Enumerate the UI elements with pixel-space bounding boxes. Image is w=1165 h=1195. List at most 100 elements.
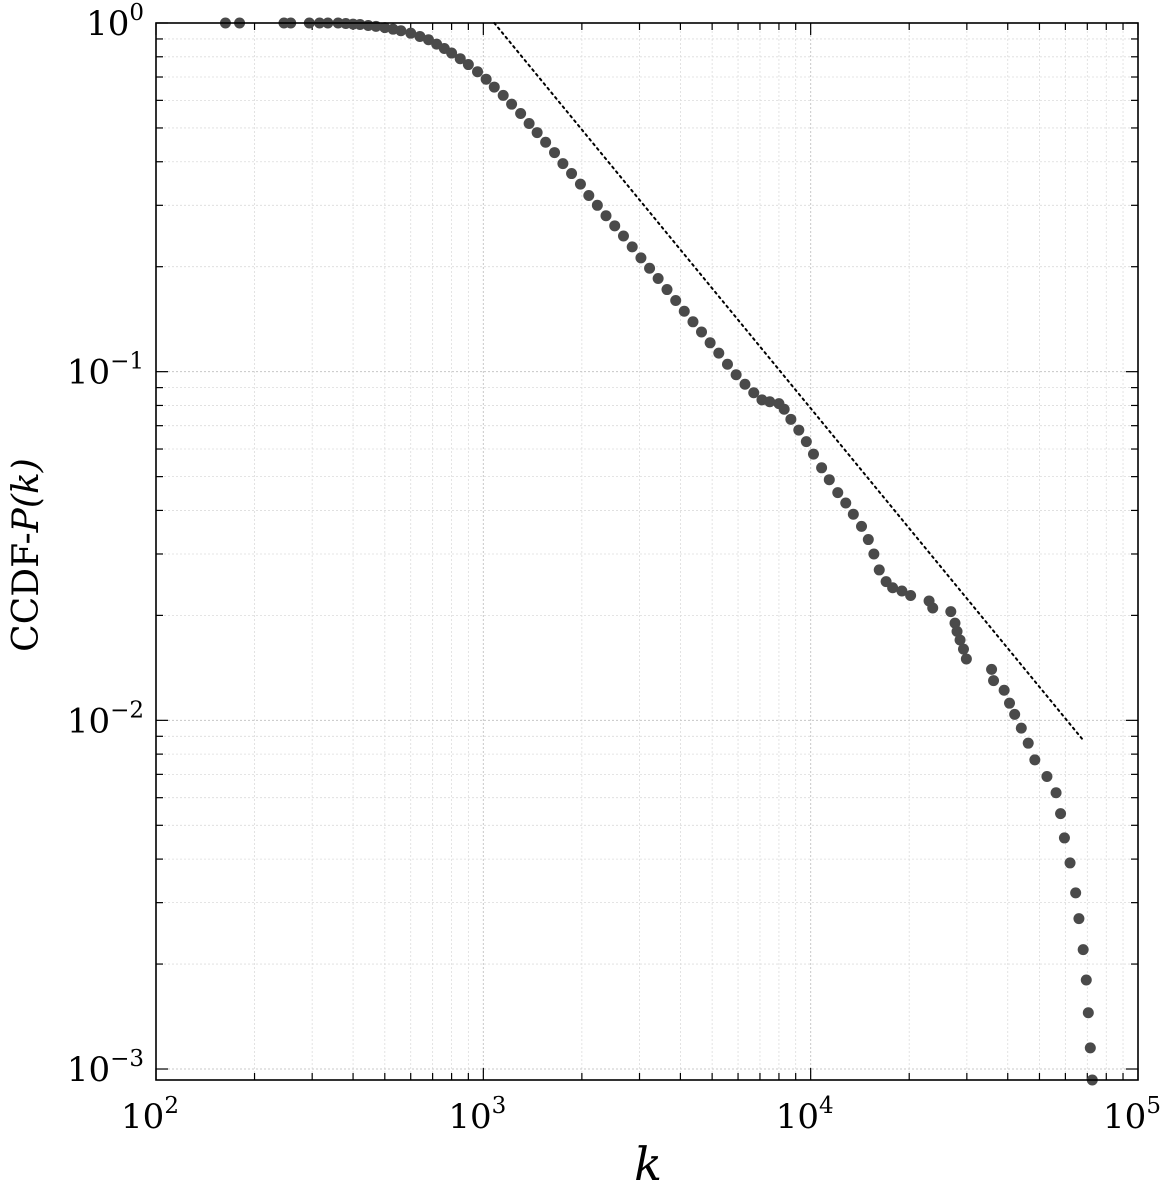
data-point: [557, 158, 569, 170]
data-point: [1058, 832, 1070, 844]
data-point: [670, 294, 682, 306]
data-point: [609, 220, 621, 232]
data-point: [462, 59, 474, 71]
x-tick-label: 104: [776, 1093, 834, 1137]
data-point: [986, 663, 998, 675]
data-point: [1004, 697, 1016, 709]
data-point: [574, 178, 586, 190]
data-point: [405, 27, 417, 39]
data-point: [957, 643, 969, 655]
data-point: [778, 403, 790, 415]
data-point: [454, 53, 466, 65]
data-point: [600, 210, 612, 222]
data-point: [862, 534, 874, 546]
data-point: [446, 47, 458, 59]
data-point: [927, 602, 939, 614]
data-point: [1080, 974, 1092, 986]
data-point: [1009, 708, 1021, 720]
data-point: [549, 147, 561, 159]
data-point: [730, 369, 742, 381]
data-point: [1082, 1007, 1094, 1019]
y-tick-label: 100: [86, 0, 144, 44]
data-point: [800, 436, 812, 448]
data-point: [1041, 771, 1053, 783]
data-point: [988, 675, 1000, 687]
tick-labels: 102 103 104 105 100 10−1 10−2 10−3: [67, 0, 1161, 1137]
x-axis-label: k: [634, 1137, 662, 1191]
data-point: [652, 273, 664, 285]
data-point: [626, 241, 638, 253]
data-point: [531, 127, 543, 139]
data-point: [506, 98, 518, 110]
data-point: [687, 316, 699, 328]
data-point: [868, 548, 880, 560]
data-point: [764, 396, 776, 408]
data-point: [856, 520, 868, 532]
data-point: [515, 108, 527, 120]
data-point: [696, 326, 708, 338]
data-point: [1077, 944, 1089, 956]
data-point: [644, 262, 656, 274]
data-point: [661, 284, 673, 296]
data-point: [354, 19, 366, 31]
data-point: [840, 497, 852, 509]
data-point: [1022, 737, 1034, 749]
data-point: [583, 190, 595, 202]
y-tick-label: 10−1: [67, 349, 144, 393]
data-point: [960, 653, 972, 665]
data-point: [713, 347, 725, 359]
data-point: [591, 199, 603, 211]
data-point: [523, 117, 535, 129]
data-point: [739, 378, 751, 390]
y-axis-label-math: P(k): [6, 458, 47, 533]
y-axis-label: CCDF-P(k): [6, 458, 47, 652]
data-point: [887, 582, 899, 594]
data-point: [847, 508, 859, 520]
data-point: [540, 136, 552, 148]
x-tick-label: 105: [1103, 1093, 1161, 1137]
data-point: [379, 22, 391, 34]
data-point: [816, 462, 828, 474]
data-point: [704, 337, 716, 349]
data-points: [219, 17, 1098, 1086]
data-point: [832, 487, 844, 499]
data-point: [1015, 722, 1027, 734]
reference-line-group: [493, 22, 1086, 743]
data-point: [1050, 787, 1062, 799]
data-point: [951, 625, 963, 637]
data-point: [823, 474, 835, 486]
data-point: [497, 89, 509, 101]
data-point: [807, 448, 819, 460]
y-tick-label: 10−3: [67, 1046, 144, 1090]
data-point: [721, 358, 733, 370]
data-point: [954, 634, 966, 646]
x-tick-label: 103: [448, 1093, 506, 1137]
data-point: [395, 25, 407, 37]
data-point: [480, 73, 492, 85]
data-point: [1064, 857, 1076, 869]
data-point: [1073, 913, 1085, 925]
data-point: [1070, 887, 1082, 899]
x-tick-label: 102: [121, 1093, 179, 1137]
data-point: [617, 230, 629, 242]
data-point: [785, 413, 797, 425]
y-tick-label: 10−2: [67, 697, 144, 741]
data-point: [635, 252, 647, 264]
data-point: [472, 66, 484, 78]
data-point: [414, 30, 426, 42]
data-point: [873, 564, 885, 576]
data-point: [748, 387, 760, 399]
data-point: [905, 590, 917, 602]
data-point: [488, 81, 500, 93]
data-point: [945, 606, 957, 618]
data-point: [998, 684, 1010, 696]
data-point: [566, 168, 578, 180]
y-axis-label-prefix: CCDF-: [6, 532, 47, 651]
data-point: [678, 305, 690, 317]
data-point: [793, 424, 805, 436]
data-point: [1055, 808, 1067, 820]
data-point: [423, 34, 435, 46]
data-point: [1084, 1042, 1096, 1054]
